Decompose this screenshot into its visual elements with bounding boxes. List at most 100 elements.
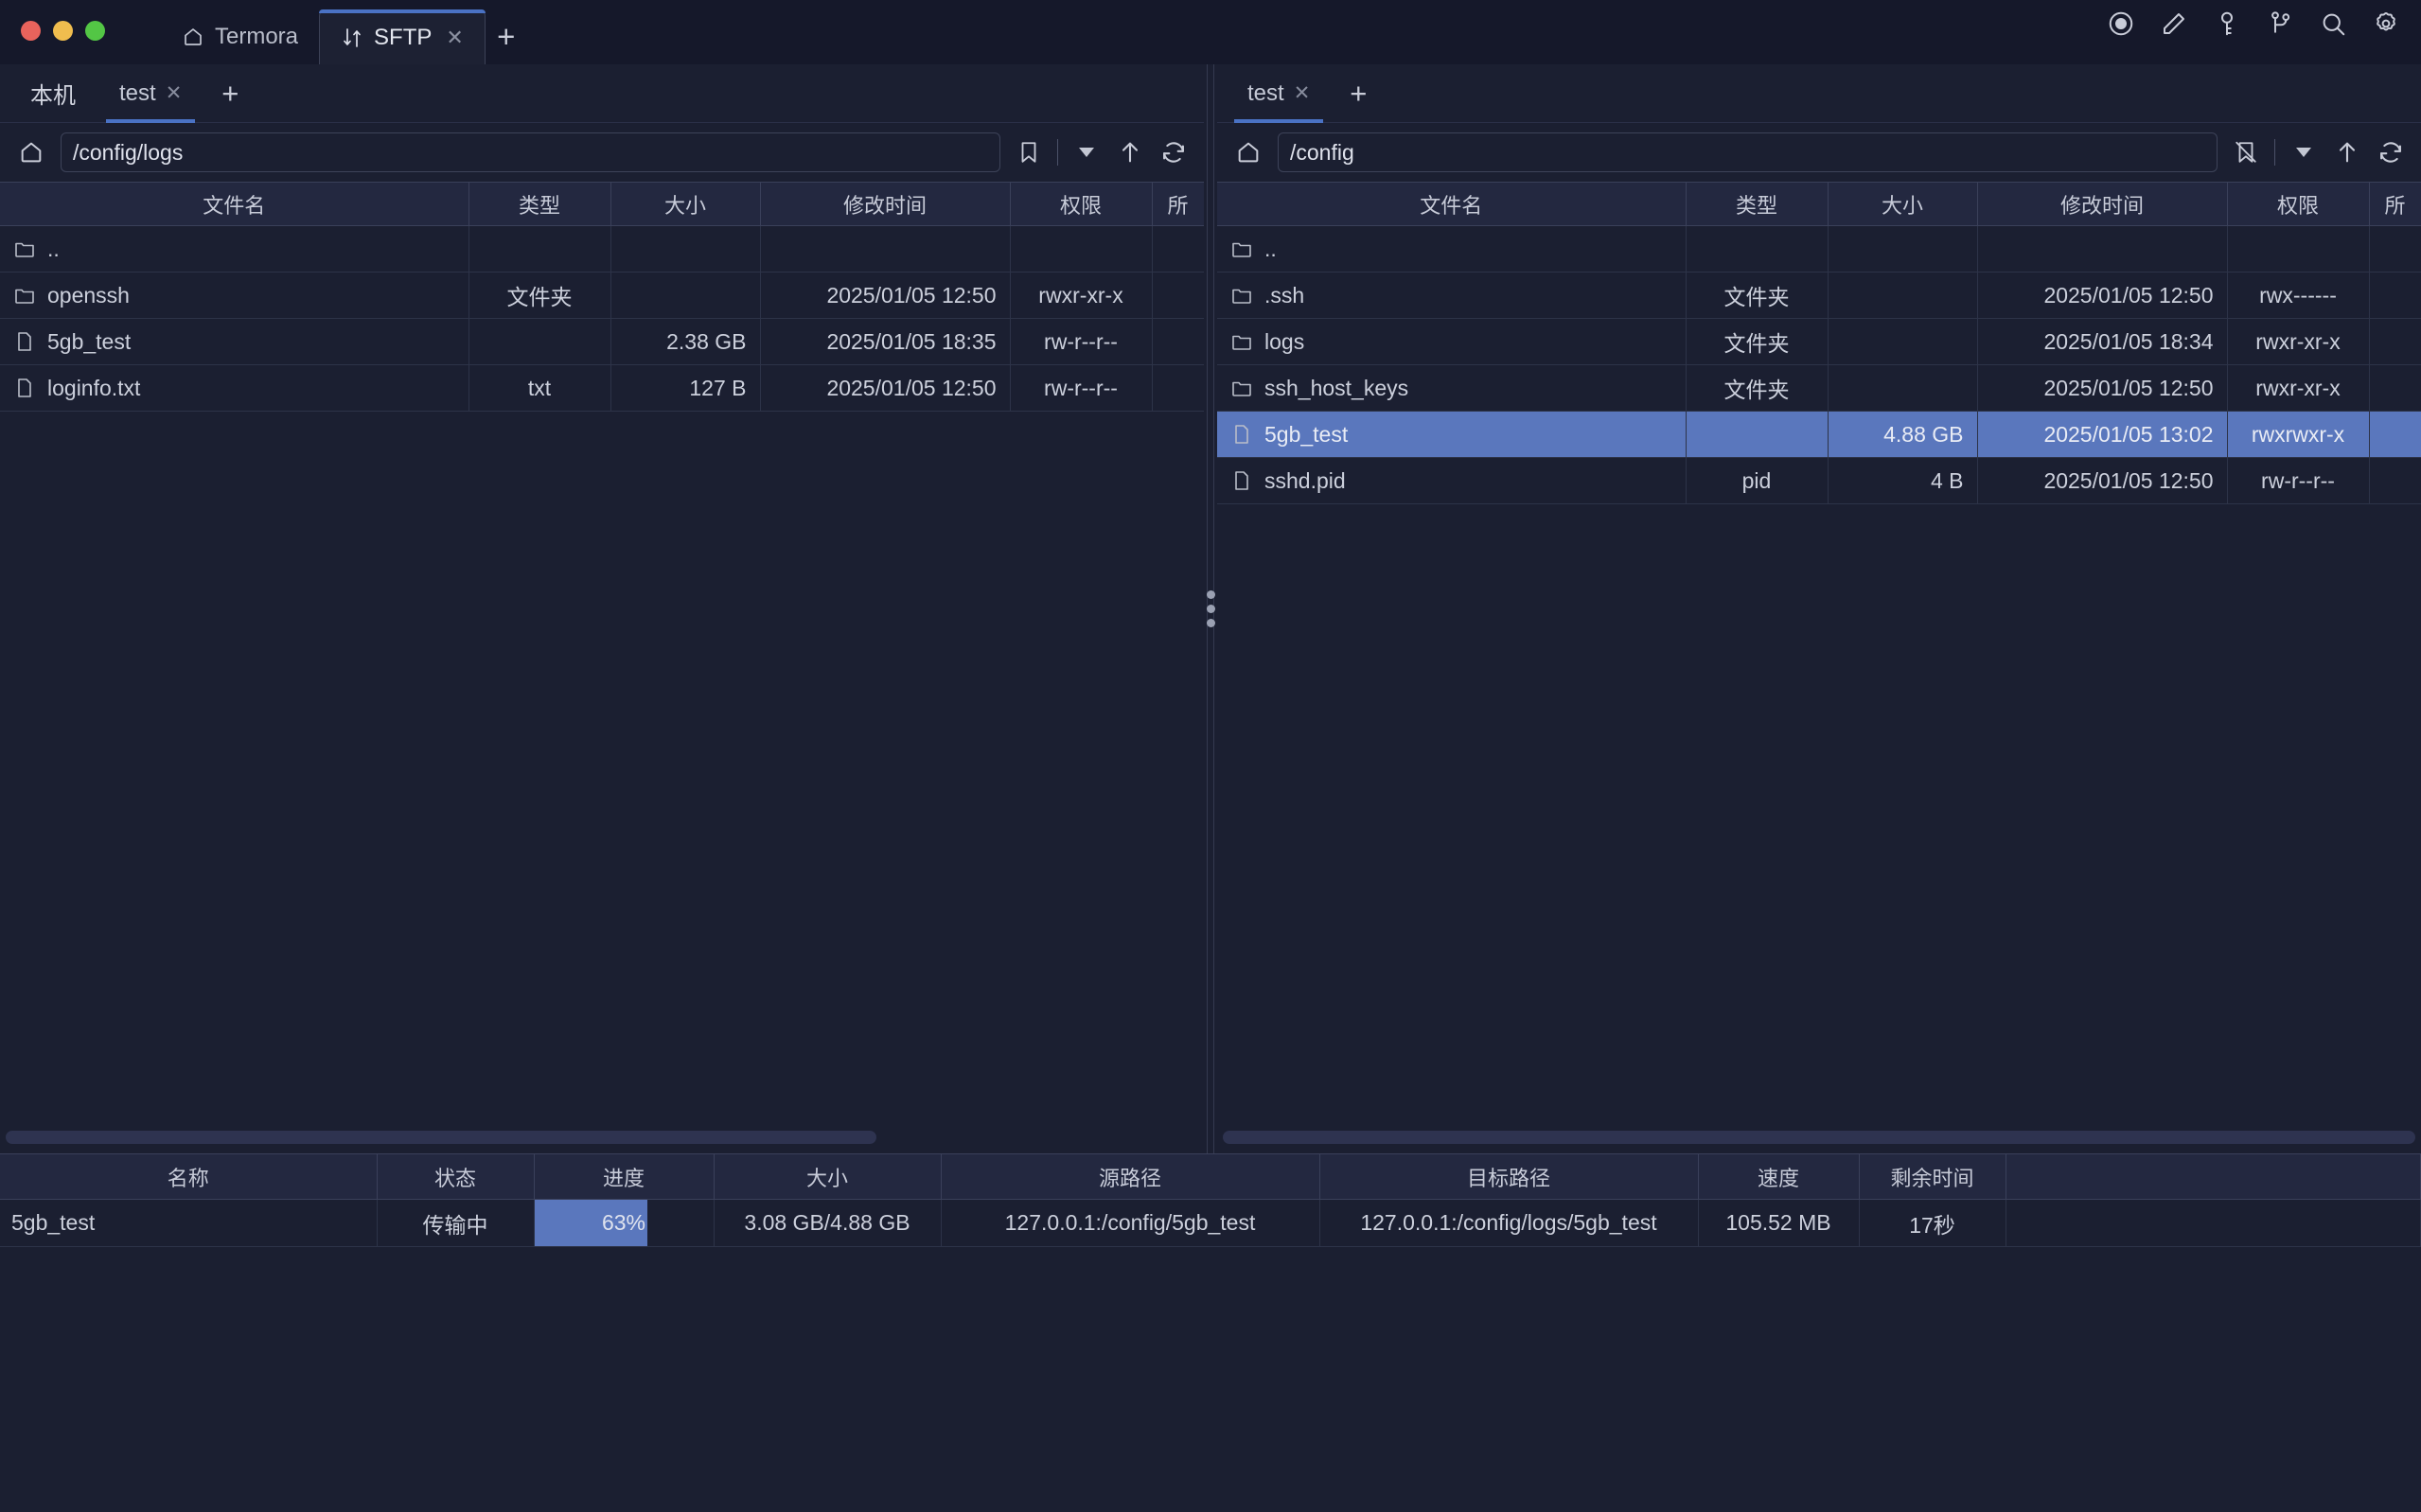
file-type-cell[interactable]: pid <box>1686 457 1829 504</box>
file-size-cell[interactable] <box>1828 364 1978 412</box>
file-size-cell[interactable]: 127 B <box>610 364 761 412</box>
file-owner-cell[interactable] <box>2369 318 2421 365</box>
file-type-cell[interactable] <box>468 318 611 365</box>
transfer-col-source[interactable]: 源路径 <box>941 1153 1320 1200</box>
file-modified-cell[interactable]: 2025/01/05 12:50 <box>1977 272 2228 319</box>
window-tab-termora[interactable]: Termora <box>161 9 319 64</box>
right-tab-test[interactable]: test ✕ <box>1227 64 1331 123</box>
left-tab-test[interactable]: test ✕ <box>98 64 203 123</box>
left-horizontal-scrollbar[interactable] <box>0 1131 1204 1146</box>
transfer-col-speed[interactable]: 速度 <box>1698 1153 1860 1200</box>
file-permissions-cell[interactable]: rw-r--r-- <box>1010 318 1153 365</box>
file-size-cell[interactable] <box>1828 225 1978 273</box>
file-size-cell[interactable] <box>610 272 761 319</box>
transfer-size-cell[interactable]: 3.08 GB/4.88 GB <box>714 1199 942 1247</box>
file-name-cell[interactable]: 5gb_test <box>1217 411 1687 458</box>
file-permissions-cell[interactable]: rwxr-xr-x <box>2227 318 2370 365</box>
transfer-progress-bar[interactable]: 63% <box>534 1199 715 1247</box>
file-owner-cell[interactable] <box>1152 364 1204 412</box>
file-modified-cell[interactable]: 2025/01/05 18:34 <box>1977 318 2228 365</box>
column-header-filename[interactable]: 文件名 <box>1217 182 1687 226</box>
file-permissions-cell[interactable]: rwxr-xr-x <box>1010 272 1153 319</box>
arrow-up-icon[interactable] <box>1115 137 1145 167</box>
close-icon[interactable]: ✕ <box>446 25 464 49</box>
refresh-icon[interactable] <box>1158 137 1189 167</box>
file-size-cell[interactable] <box>1828 318 1978 365</box>
table-row[interactable]: openssh 文件夹 2025/01/05 12:50 rwxr-xr-x <box>0 272 1204 319</box>
transfer-remaining-cell[interactable]: 17秒 <box>1859 1199 2006 1247</box>
file-size-cell[interactable]: 4.88 GB <box>1828 411 1978 458</box>
file-owner-cell[interactable] <box>1152 272 1204 319</box>
record-icon[interactable] <box>2105 8 2137 40</box>
column-header-type[interactable]: 类型 <box>1686 182 1829 226</box>
file-owner-cell[interactable] <box>2369 411 2421 458</box>
transfer-col-name[interactable]: 名称 <box>0 1153 378 1200</box>
file-owner-cell[interactable] <box>2369 457 2421 504</box>
file-type-cell[interactable]: 文件夹 <box>1686 272 1829 319</box>
file-owner-cell[interactable] <box>1152 318 1204 365</box>
home-icon[interactable] <box>15 136 47 168</box>
left-new-tab-button[interactable]: + <box>221 76 239 110</box>
table-row[interactable]: 5gb_test 2.38 GB 2025/01/05 18:35 rw-r--r-- <box>0 318 1204 365</box>
file-size-cell[interactable] <box>1828 272 1978 319</box>
refresh-icon[interactable] <box>2376 137 2406 167</box>
window-controls[interactable] <box>21 21 105 41</box>
file-permissions-cell[interactable]: rwx------ <box>2227 272 2370 319</box>
file-owner-cell[interactable] <box>2369 225 2421 273</box>
file-permissions-cell[interactable]: rw-r--r-- <box>2227 457 2370 504</box>
column-header-modified[interactable]: 修改时间 <box>760 182 1011 226</box>
file-name-cell[interactable]: loginfo.txt <box>0 364 469 412</box>
file-size-cell[interactable]: 2.38 GB <box>610 318 761 365</box>
right-horizontal-scrollbar[interactable] <box>1217 1131 2421 1146</box>
close-icon[interactable]: ✕ <box>1293 82 1311 104</box>
file-type-cell[interactable]: 文件夹 <box>1686 364 1829 412</box>
left-path-input[interactable] <box>61 132 1000 172</box>
file-permissions-cell[interactable] <box>2227 225 2370 273</box>
column-header-permissions[interactable]: 权限 <box>1010 182 1153 226</box>
arrow-up-icon[interactable] <box>2332 137 2362 167</box>
transfer-col-target[interactable]: 目标路径 <box>1319 1153 1699 1200</box>
table-row[interactable]: ssh_host_keys 文件夹 2025/01/05 12:50 rwxr-xr-… <box>1217 364 2421 412</box>
minimize-window-button[interactable] <box>53 21 73 41</box>
file-permissions-cell[interactable]: rw-r--r-- <box>1010 364 1153 412</box>
column-header-filename[interactable]: 文件名 <box>0 182 469 226</box>
transfer-row[interactable]: 5gb_test 传输中 63% 3.08 GB/4.88 GB 127.0.0.1:/… <box>0 1199 2421 1247</box>
file-type-cell[interactable]: 文件夹 <box>468 272 611 319</box>
maximize-window-button[interactable] <box>85 21 105 41</box>
file-name-cell[interactable]: sshd.pid <box>1217 457 1687 504</box>
file-permissions-cell[interactable]: rwxrwxr-x <box>2227 411 2370 458</box>
bookmark-icon[interactable] <box>1014 137 1044 167</box>
file-modified-cell[interactable]: 2025/01/05 12:50 <box>1977 364 2228 412</box>
close-icon[interactable]: ✕ <box>165 82 183 104</box>
file-type-cell[interactable]: 文件夹 <box>1686 318 1829 365</box>
column-header-owner[interactable]: 所 <box>1152 182 1204 226</box>
file-owner-cell[interactable] <box>1152 225 1204 273</box>
transfer-name-cell[interactable]: 5gb_test <box>0 1199 378 1247</box>
transfer-col-status[interactable]: 状态 <box>377 1153 535 1200</box>
file-modified-cell[interactable]: 2025/01/05 12:50 <box>760 272 1011 319</box>
file-modified-cell[interactable]: 2025/01/05 18:35 <box>760 318 1011 365</box>
pane-splitter[interactable] <box>1204 64 1217 1153</box>
column-header-size[interactable]: 大小 <box>610 182 761 226</box>
file-owner-cell[interactable] <box>2369 364 2421 412</box>
file-name-cell[interactable]: 5gb_test <box>0 318 469 365</box>
file-name-cell[interactable]: openssh <box>0 272 469 319</box>
transfer-filler-cell[interactable] <box>2006 1199 2421 1247</box>
file-name-cell[interactable]: .. <box>0 225 469 273</box>
file-type-cell[interactable] <box>468 225 611 273</box>
file-modified-cell[interactable]: 2025/01/05 12:50 <box>1977 457 2228 504</box>
file-modified-cell[interactable] <box>1977 225 2228 273</box>
transfer-col-progress[interactable]: 进度 <box>534 1153 715 1200</box>
table-row[interactable]: .ssh 文件夹 2025/01/05 12:50 rwx------ <box>1217 272 2421 319</box>
pencil-icon[interactable] <box>2158 8 2190 40</box>
close-window-button[interactable] <box>21 21 41 41</box>
file-size-cell[interactable] <box>610 225 761 273</box>
column-header-modified[interactable]: 修改时间 <box>1977 182 2228 226</box>
gear-icon[interactable] <box>2370 8 2402 40</box>
chevron-down-icon[interactable] <box>1071 137 1102 167</box>
transfer-speed-cell[interactable]: 105.52 MB <box>1698 1199 1860 1247</box>
file-permissions-cell[interactable]: rwxr-xr-x <box>2227 364 2370 412</box>
column-header-size[interactable]: 大小 <box>1828 182 1978 226</box>
file-owner-cell[interactable] <box>2369 272 2421 319</box>
file-name-cell[interactable]: .. <box>1217 225 1687 273</box>
